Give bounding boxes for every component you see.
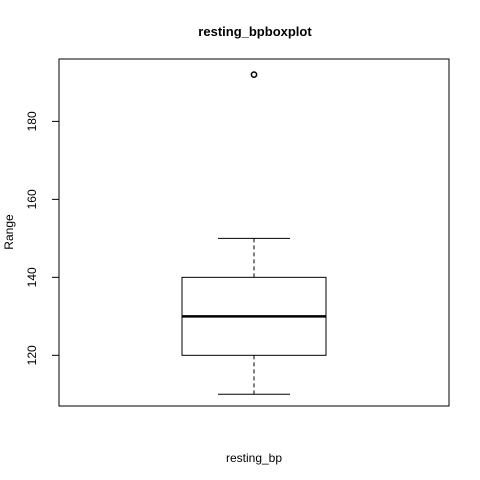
x-axis-label: resting_bp bbox=[226, 451, 282, 465]
y-tick-label: 160 bbox=[25, 189, 39, 209]
outlier-point bbox=[250, 71, 258, 78]
y-tick-label: 140 bbox=[25, 267, 39, 287]
plot-frame bbox=[58, 58, 450, 407]
y-axis-label: Range bbox=[2, 214, 16, 250]
y-axis: 120 140 160 180 bbox=[25, 111, 60, 365]
box-group bbox=[181, 71, 327, 395]
y-tick-label: 120 bbox=[25, 345, 39, 365]
y-tick-label: 180 bbox=[25, 111, 39, 131]
chart-title: resting_bpboxplot bbox=[198, 24, 312, 39]
